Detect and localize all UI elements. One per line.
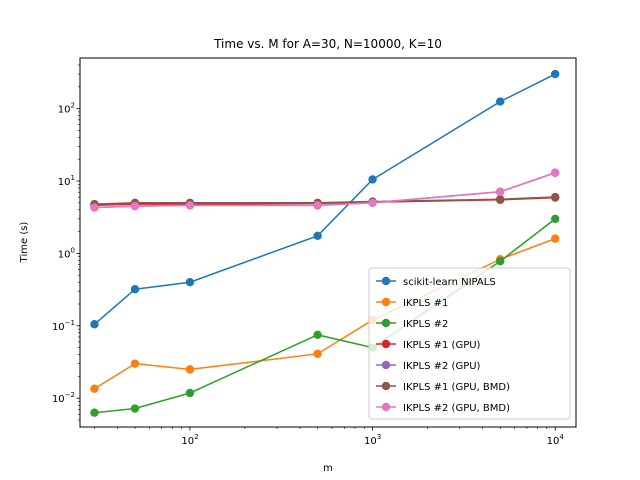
data-point xyxy=(130,404,140,413)
legend-item: IKPLS #1 xyxy=(376,297,448,309)
series-1 xyxy=(90,69,560,329)
legend-marker xyxy=(381,402,391,412)
legend-marker xyxy=(381,339,391,349)
data-point xyxy=(496,97,505,106)
data-point xyxy=(90,384,99,393)
data-point xyxy=(130,201,140,211)
y-axis-label: Time (s) xyxy=(19,222,30,264)
data-point xyxy=(313,349,322,359)
data-point xyxy=(313,330,322,340)
x-tick-label: 102 xyxy=(181,433,198,447)
series-7 xyxy=(90,168,560,212)
data-point xyxy=(496,257,505,266)
data-point xyxy=(550,234,560,243)
data-point xyxy=(368,198,377,207)
series-layer xyxy=(90,69,560,417)
x-axis: 102 103 104 xyxy=(94,427,564,447)
data-point xyxy=(313,231,322,241)
legend-item: IKPLS #1 (GPU) xyxy=(376,339,481,351)
legend-label: IKPLS #2 (GPU, BMD) xyxy=(403,403,510,414)
data-point xyxy=(550,192,560,202)
axes-frame xyxy=(79,57,577,428)
data-point xyxy=(313,201,322,210)
legend-marker xyxy=(381,297,391,307)
x-axis-label: m xyxy=(323,463,333,474)
data-point xyxy=(90,320,99,329)
legend-label: IKPLS #2 (GPU) xyxy=(403,361,481,372)
legend-item: IKPLS #2 (GPU) xyxy=(376,360,481,372)
legend-item: IKPLS #2 xyxy=(376,318,448,330)
data-point xyxy=(185,278,195,287)
x-tick-label: 104 xyxy=(547,433,565,447)
legend-item: IKPLS #1 (GPU, BMD) xyxy=(376,381,510,393)
data-point xyxy=(550,168,560,177)
data-point xyxy=(550,69,560,79)
legend-box xyxy=(368,267,571,420)
legend-label: IKPLS #1 (GPU, BMD) xyxy=(403,382,510,393)
y-tick-label: 102 xyxy=(58,102,75,116)
legend-label: scikit-learn NIPALS xyxy=(403,277,496,288)
data-point xyxy=(496,187,505,196)
y-tick-label: 10−2 xyxy=(52,391,75,405)
plot-area xyxy=(79,57,577,428)
y-tick-label: 100 xyxy=(58,246,75,260)
data-point xyxy=(496,195,505,204)
legend-item: IKPLS #2 (GPU, BMD) xyxy=(376,402,510,414)
legend-marker xyxy=(381,360,391,370)
legend-marker xyxy=(381,381,391,391)
legend-label: IKPLS #1 xyxy=(403,298,448,309)
data-point xyxy=(185,365,195,374)
y-tick-label: 101 xyxy=(58,174,75,188)
legend-item: scikit-learn NIPALS xyxy=(376,276,496,288)
legend-marker xyxy=(381,318,391,328)
chart-title: Time vs. M for A=30, N=10000, K=10 xyxy=(213,37,442,51)
y-tick-label: 10−1 xyxy=(52,319,75,333)
data-point xyxy=(550,214,560,224)
legend-marker xyxy=(381,276,391,286)
x-tick-label: 103 xyxy=(364,433,381,447)
series-3 xyxy=(90,214,560,417)
data-point xyxy=(185,201,195,210)
y-axis: 10−2 10−1 100 101 102 xyxy=(52,64,80,421)
legend-label: IKPLS #1 (GPU) xyxy=(403,340,481,351)
data-point xyxy=(130,285,140,294)
data-point xyxy=(130,359,140,368)
legend: scikit-learn NIPALS IKPLS #1 IKPLS #2 IKPLS… xyxy=(368,267,571,420)
data-point xyxy=(90,408,99,417)
legend-label: IKPLS #2 xyxy=(403,319,448,330)
data-point xyxy=(90,203,99,212)
data-point xyxy=(368,175,377,184)
data-point xyxy=(185,388,195,398)
